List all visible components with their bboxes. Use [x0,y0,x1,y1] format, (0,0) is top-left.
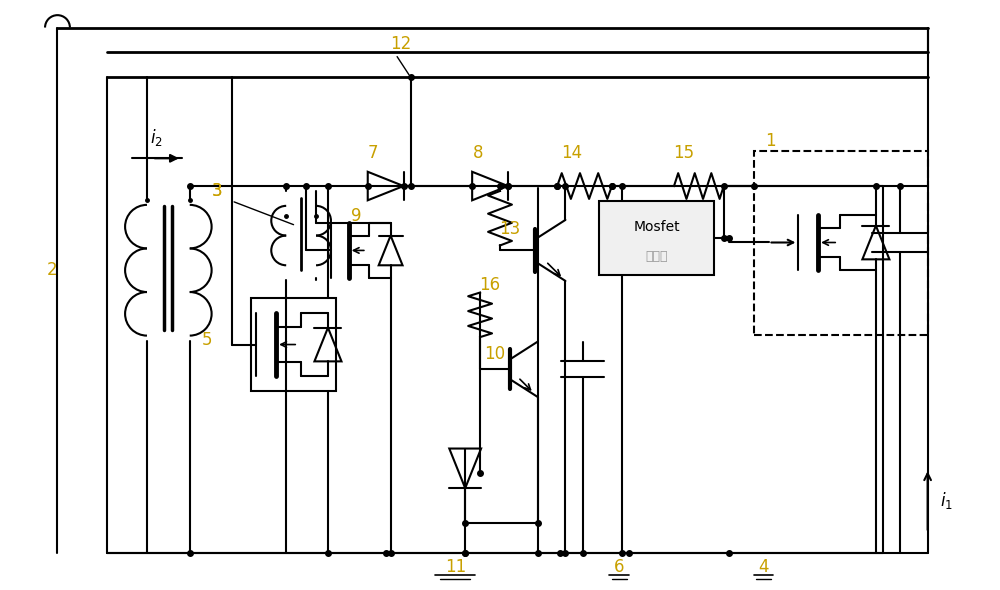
Text: 16: 16 [479,276,501,294]
Text: $i_1$: $i_1$ [940,490,953,510]
Text: 6: 6 [614,558,625,576]
Bar [251,298,336,391]
Text: 1: 1 [765,133,776,150]
Text: 13: 13 [499,219,521,238]
Text: Mosfet: Mosfet [633,220,680,234]
Text: 8: 8 [473,145,483,162]
Text: 3: 3 [211,182,222,200]
Text: 9: 9 [351,206,361,225]
Text: 12: 12 [390,35,411,53]
Text: 驱动器: 驱动器 [645,250,668,263]
Text: 15: 15 [673,145,695,162]
Text: 10: 10 [484,345,506,363]
Text: 11: 11 [445,558,466,576]
Text: $i_2$: $i_2$ [150,127,163,149]
Bar [599,201,714,275]
Text: 4: 4 [758,558,769,576]
Text: 7: 7 [367,145,378,162]
Bar [754,152,928,335]
Text: 3: 3 [211,182,222,200]
Text: 2: 2 [47,261,58,279]
Text: 14: 14 [561,145,582,162]
Text: 5: 5 [201,330,212,349]
